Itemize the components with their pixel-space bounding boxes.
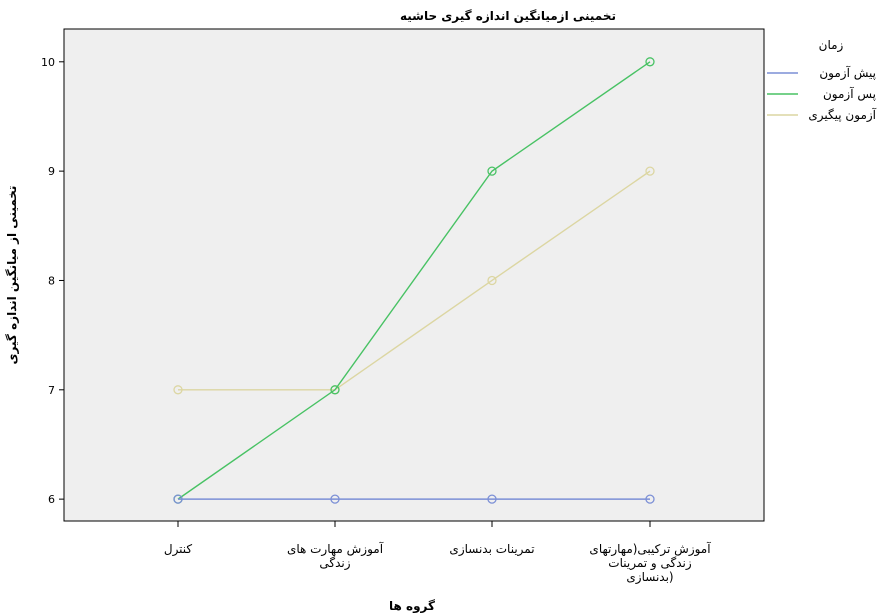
series-line (177, 61, 651, 500)
series-line (178, 170, 651, 391)
y-tick-label: 7 (48, 384, 55, 397)
y-tick-label: 6 (48, 493, 55, 506)
y-tick-label: 9 (48, 165, 55, 178)
y-tick-label: 8 (48, 274, 55, 287)
data-point (330, 494, 340, 504)
data-point (645, 494, 655, 504)
chart-title: تخمینی ازمیانگین اندازه گیری حاشیه (400, 9, 616, 23)
legend-title: زمان (819, 38, 844, 53)
data-point (645, 166, 655, 176)
x-tick-label: بدنسازی) (626, 570, 673, 585)
plot-area (63, 28, 765, 522)
legend-label: پیش آزمون (819, 65, 876, 81)
data-point (487, 275, 497, 286)
data-point (487, 166, 497, 176)
y-axis-label: تخمینی از میانگین اندازه گیری (5, 186, 19, 365)
x-tick-label: آموزش مهارت های (287, 541, 384, 557)
x-tick-label: زندگی و تمرینات (608, 556, 692, 571)
legend-label: پس آزمون (823, 86, 876, 102)
x-axis-label: گروه ها (389, 599, 435, 614)
data-point (330, 385, 340, 395)
x-tick-label: آموزش ترکیبی(مهارتهای (589, 541, 711, 557)
data-point (645, 57, 655, 67)
y-axis: 6 7 8 9 10 (41, 56, 64, 506)
x-tick-label: زندگی (319, 556, 350, 571)
legend-label: آزمون پیگیری (808, 107, 876, 123)
data-point (487, 494, 497, 504)
series-group (173, 57, 655, 504)
data-point (173, 385, 183, 395)
data-point (173, 494, 183, 504)
legend: زمان پیش آزمون پس آزمون آزمون پیگیری (767, 38, 877, 123)
x-tick-label: کنترل (164, 542, 193, 557)
x-tick-label: تمرینات بدنسازی (449, 542, 534, 557)
y-tick-label: 10 (41, 56, 55, 69)
